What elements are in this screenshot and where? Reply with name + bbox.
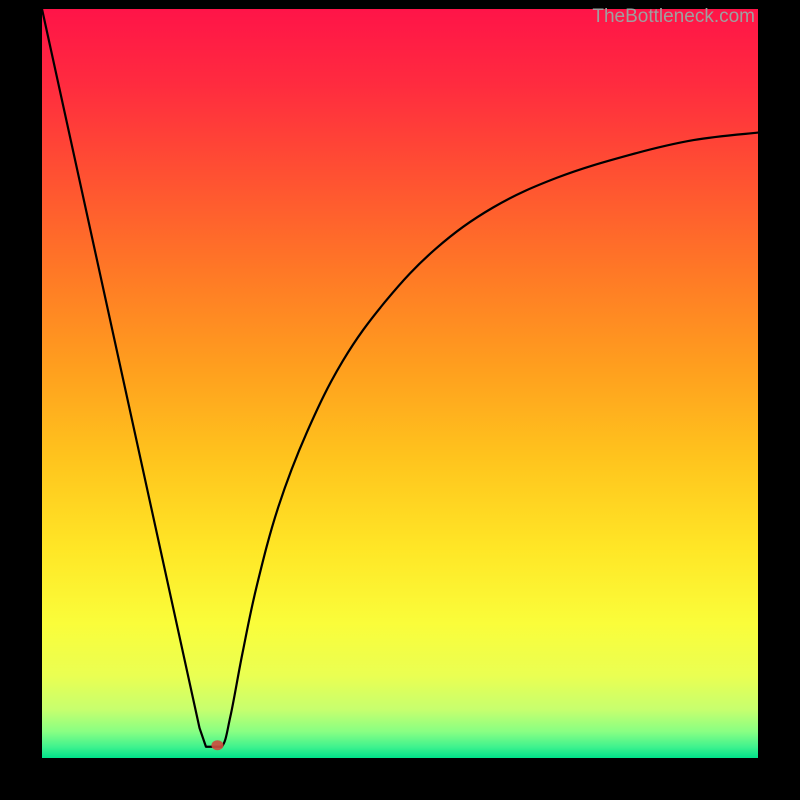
optimum-marker [211,740,223,750]
plot-area [42,9,758,758]
bottleneck-curve [42,9,758,747]
curve-layer [42,9,758,758]
chart-frame: TheBottleneck.com [0,0,800,800]
watermark-text: TheBottleneck.com [592,6,755,28]
